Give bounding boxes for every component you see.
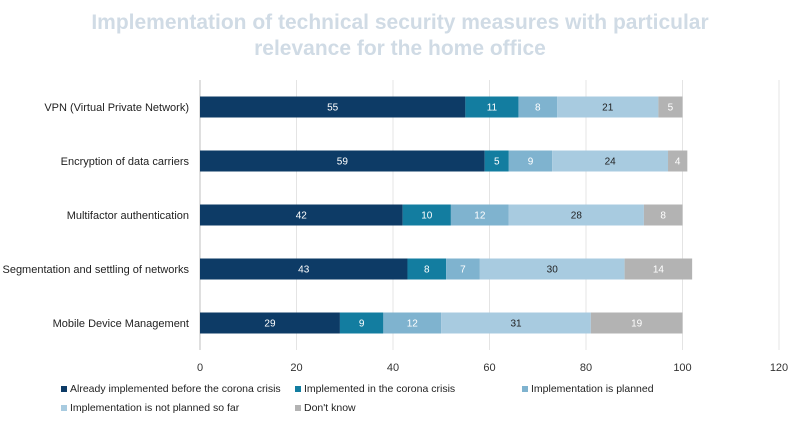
bar-segment [668, 150, 688, 172]
bar-segment [518, 96, 558, 118]
legend: Already implemented before the corona cr… [61, 383, 654, 414]
bar-data-label: 12 [407, 319, 419, 330]
category-labels: VPN (Virtual Private Network) Encryption … [2, 102, 189, 330]
bar-data-label: 10 [421, 211, 433, 222]
x-axis-ticks: 0 20 40 60 80 100 120 [197, 362, 788, 374]
bar-data-label: 29 [264, 319, 276, 330]
bar-segment [402, 204, 451, 226]
category-label: Segmentation and settling of networks [2, 264, 189, 276]
category-label: Encryption of data carriers [61, 156, 190, 168]
bar-data-label: 12 [474, 211, 486, 222]
bar-segment [624, 258, 693, 280]
bar-segment [658, 96, 683, 118]
bar-data-label: 7 [460, 265, 466, 276]
legend-item: Implementation is planned [522, 383, 654, 395]
category-label: Multifactor authentication [67, 210, 189, 222]
bar-segment [557, 96, 659, 118]
bar-data-label: 31 [510, 319, 522, 330]
bar-data-label: 55 [327, 103, 339, 114]
legend-label: Implementation is planned [531, 383, 654, 395]
bar-segment [441, 312, 591, 334]
legend-swatch [61, 386, 67, 392]
bar-data-label: 4 [675, 157, 681, 168]
x-tick-label: 80 [580, 362, 592, 374]
category-label: Mobile Device Management [53, 318, 189, 330]
bar-data-label: 19 [631, 319, 643, 330]
bar-data-label: 9 [359, 319, 365, 330]
bar-data-label: 8 [535, 103, 541, 114]
bar-data-label: 30 [547, 265, 559, 276]
x-tick-label: 0 [197, 362, 203, 374]
x-tick-label: 100 [673, 362, 691, 374]
legend-swatch [295, 405, 301, 411]
legend-swatch [295, 386, 301, 392]
bar-data-label: 14 [653, 265, 665, 276]
bar-segment [643, 204, 683, 226]
bar-segment [200, 258, 408, 280]
x-tick-label: 20 [290, 362, 302, 374]
bar-segment [200, 150, 485, 172]
bar-segment [200, 204, 403, 226]
bar-segment [465, 96, 519, 118]
bar-segment [552, 150, 669, 172]
bar-data-label: 11 [487, 103, 498, 114]
bar-data-label: 43 [298, 265, 310, 276]
chart-title-line-1: Implementation of technical security mea… [91, 11, 708, 34]
bar-data-label: 5 [668, 103, 674, 114]
legend-label: Don't know [304, 402, 356, 414]
bar-data-label: 59 [337, 157, 349, 168]
bar-data-label: 8 [660, 211, 666, 222]
x-tick-label: 120 [770, 362, 788, 374]
bar-segment [200, 312, 340, 334]
chart-title: Implementation of technical security mea… [91, 11, 708, 60]
legend-swatch [61, 405, 67, 411]
bar-segment [590, 312, 683, 334]
bar-segment [339, 312, 384, 334]
legend-item: Already implemented before the corona cr… [61, 383, 281, 395]
legend-item: Implemented in the corona crisis [295, 383, 455, 395]
legend-label: Already implemented before the corona cr… [70, 383, 281, 395]
legend-item: Implementation is not planned so far [61, 402, 240, 414]
x-tick-label: 60 [483, 362, 495, 374]
bar-data-label: 24 [605, 157, 617, 168]
bar-segment [484, 150, 509, 172]
legend-item: Don't know [295, 402, 356, 414]
bar-segment [508, 204, 644, 226]
legend-swatch [522, 386, 528, 392]
bar-segment [407, 258, 447, 280]
bar-data-label: 42 [296, 211, 308, 222]
bar-segment [200, 96, 466, 118]
bar-segment [479, 258, 625, 280]
legend-label: Implementation is not planned so far [70, 402, 240, 414]
bar-segment [446, 258, 480, 280]
legend-label: Implemented in the corona crisis [304, 383, 455, 395]
bar-segment [383, 312, 442, 334]
bar-segment [508, 150, 553, 172]
bar-data-label: 5 [494, 157, 500, 168]
bar-data-label: 28 [571, 211, 583, 222]
chart-title-line-2: relevance for the home office [254, 37, 546, 60]
bar-segment [450, 204, 509, 226]
bar-data-label: 21 [602, 103, 614, 114]
bar-data-label: 8 [424, 265, 430, 276]
x-tick-label: 40 [387, 362, 399, 374]
bar-data-label: 9 [528, 157, 534, 168]
category-label: VPN (Virtual Private Network) [44, 102, 189, 114]
